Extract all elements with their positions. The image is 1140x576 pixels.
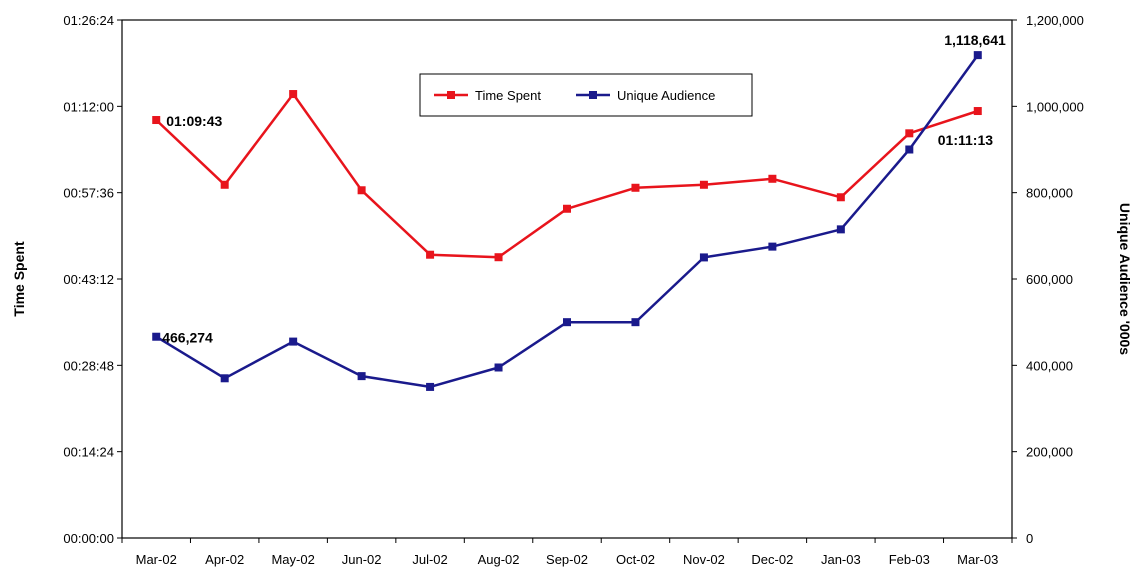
x-tick-label: Jun-02 — [342, 552, 382, 567]
y-left-tick-label: 00:28:48 — [63, 358, 114, 373]
data-point-unique-audience — [289, 337, 298, 346]
x-tick-label: Nov-02 — [683, 552, 725, 567]
data-point-unique-audience — [768, 242, 777, 251]
y-left-tick-label: 00:00:00 — [63, 531, 114, 546]
data-label: 01:11:13 — [938, 132, 993, 148]
legend-label-time-spent: Time Spent — [475, 88, 541, 103]
legend: Time Spent Unique Audience — [419, 73, 753, 117]
data-point-unique-audience — [426, 382, 435, 391]
y-right-tick-label: 0 — [1026, 531, 1033, 546]
data-point-time-spent — [905, 129, 914, 138]
data-point-time-spent — [631, 183, 640, 192]
data-point-time-spent — [494, 253, 503, 262]
y-left-tick-label: 01:26:24 — [63, 13, 114, 28]
legend-label-unique-audience: Unique Audience — [617, 88, 715, 103]
y-left-tick-label: 00:14:24 — [63, 445, 114, 460]
data-point-unique-audience — [563, 318, 571, 327]
data-point-unique-audience — [494, 363, 503, 372]
y-right-tick-label: 600,000 — [1026, 272, 1073, 287]
data-point-unique-audience — [631, 318, 640, 327]
x-tick-label: Aug-02 — [478, 552, 520, 567]
y-left-tick-label: 00:43:12 — [63, 272, 114, 287]
data-point-time-spent — [563, 204, 571, 213]
data-point-unique-audience — [357, 372, 366, 381]
x-tick-label: Apr-02 — [205, 552, 244, 567]
x-tick-label: Jan-03 — [821, 552, 861, 567]
legend-marker-unique-audience — [589, 91, 597, 99]
data-label: 466,274 — [162, 330, 213, 346]
y-left-tick-label: 01:12:00 — [63, 99, 114, 114]
data-point-time-spent — [699, 180, 708, 189]
y-right-axis-title: Unique Audience '000s — [1117, 203, 1133, 355]
y-right-tick-label: 200,000 — [1026, 445, 1073, 460]
x-tick-label: Mar-02 — [136, 552, 177, 567]
data-point-time-spent — [220, 180, 229, 189]
y-right-tick-label: 1,000,000 — [1026, 99, 1084, 114]
data-label: 1,118,641 — [944, 32, 1006, 48]
y-left-axis-title: Time Spent — [11, 241, 27, 317]
data-point-time-spent — [836, 193, 845, 202]
data-point-unique-audience — [152, 332, 161, 341]
y-right-tick-label: 1,200,000 — [1026, 13, 1084, 28]
x-tick-label: May-02 — [271, 552, 314, 567]
data-point-time-spent — [289, 90, 298, 99]
data-point-unique-audience — [220, 374, 229, 383]
data-point-time-spent — [426, 250, 435, 259]
data-point-unique-audience — [973, 51, 982, 60]
x-tick-label: Mar-03 — [957, 552, 998, 567]
y-left-tick-label: 00:57:36 — [63, 186, 114, 201]
y-right-tick-label: 800,000 — [1026, 186, 1073, 201]
data-point-unique-audience — [836, 225, 845, 234]
data-point-time-spent — [357, 186, 366, 195]
x-tick-label: Dec-02 — [751, 552, 793, 567]
data-point-unique-audience — [699, 253, 708, 262]
data-point-time-spent — [152, 116, 161, 125]
x-tick-label: Feb-03 — [889, 552, 930, 567]
data-label: 01:09:43 — [166, 113, 222, 129]
legend-marker-time-spent — [447, 91, 455, 99]
data-point-time-spent — [768, 174, 777, 183]
x-tick-label: Jul-02 — [412, 552, 447, 567]
x-tick-label: Sep-02 — [546, 552, 588, 567]
data-point-unique-audience — [905, 145, 914, 154]
y-right-tick-label: 400,000 — [1026, 358, 1073, 373]
x-tick-label: Oct-02 — [616, 552, 655, 567]
data-point-time-spent — [973, 107, 982, 116]
